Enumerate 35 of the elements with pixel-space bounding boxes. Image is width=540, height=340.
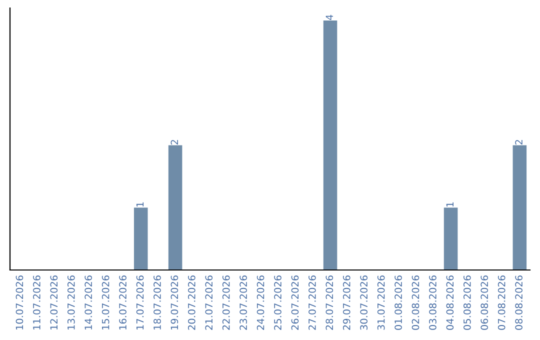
x-tick-label: 11.07.2026 — [33, 275, 40, 330]
x-tick-label: 31.07.2026 — [377, 275, 385, 330]
data-label: 1 — [446, 202, 454, 207]
x-tick-label: 14.07.2026 — [84, 275, 92, 330]
data-label: 1 — [136, 202, 144, 207]
data-label: 2 — [170, 140, 178, 145]
x-tick-label: 08.08.2026 — [515, 275, 522, 330]
x-tick-label: 15.07.2026 — [102, 275, 110, 330]
x-tick-label: 30.07.2026 — [360, 275, 368, 330]
x-tick-label: 12.07.2026 — [50, 275, 58, 330]
x-tick-label: 01.08.2026 — [394, 275, 402, 330]
x-tick-label: 13.07.2026 — [67, 275, 75, 330]
x-tick-label: 26.07.2026 — [291, 275, 299, 330]
x-tick-label: 17.07.2026 — [136, 275, 144, 330]
x-tick-label: 16.07.2026 — [119, 275, 126, 330]
x-tick-label: 05.08.2026 — [463, 275, 471, 330]
x-tick-label: 21.07.2026 — [205, 275, 213, 330]
x-tick-label: 25.07.2026 — [274, 275, 282, 330]
x-tick-label: 03.08.2026 — [429, 275, 436, 330]
x-tick-label: 28.07.2026 — [326, 275, 334, 330]
x-tick-label: 06.08.2026 — [480, 275, 488, 330]
data-label: 2 — [515, 140, 522, 145]
x-tick-label: 19.07.2026 — [170, 275, 178, 330]
x-tick-label: 22.07.2026 — [222, 275, 230, 330]
x-tick-label: 07.08.2026 — [498, 275, 506, 330]
x-tick-label: 24.07.2026 — [256, 275, 264, 330]
data-label: 4 — [326, 14, 333, 20]
x-tick-label: 02.08.2026 — [412, 275, 420, 330]
x-tick-label: 10.07.2026 — [16, 275, 24, 330]
x-tick-label: 04.08.2026 — [446, 275, 454, 330]
x-tick-label: 29.07.2026 — [342, 275, 350, 330]
x-tick-label: 20.07.2026 — [188, 275, 196, 330]
x-tick-label: 18.07.2026 — [154, 275, 161, 330]
x-tick-label: 23.07.2026 — [240, 275, 247, 330]
x-tick-label: 27.07.2026 — [308, 275, 316, 330]
